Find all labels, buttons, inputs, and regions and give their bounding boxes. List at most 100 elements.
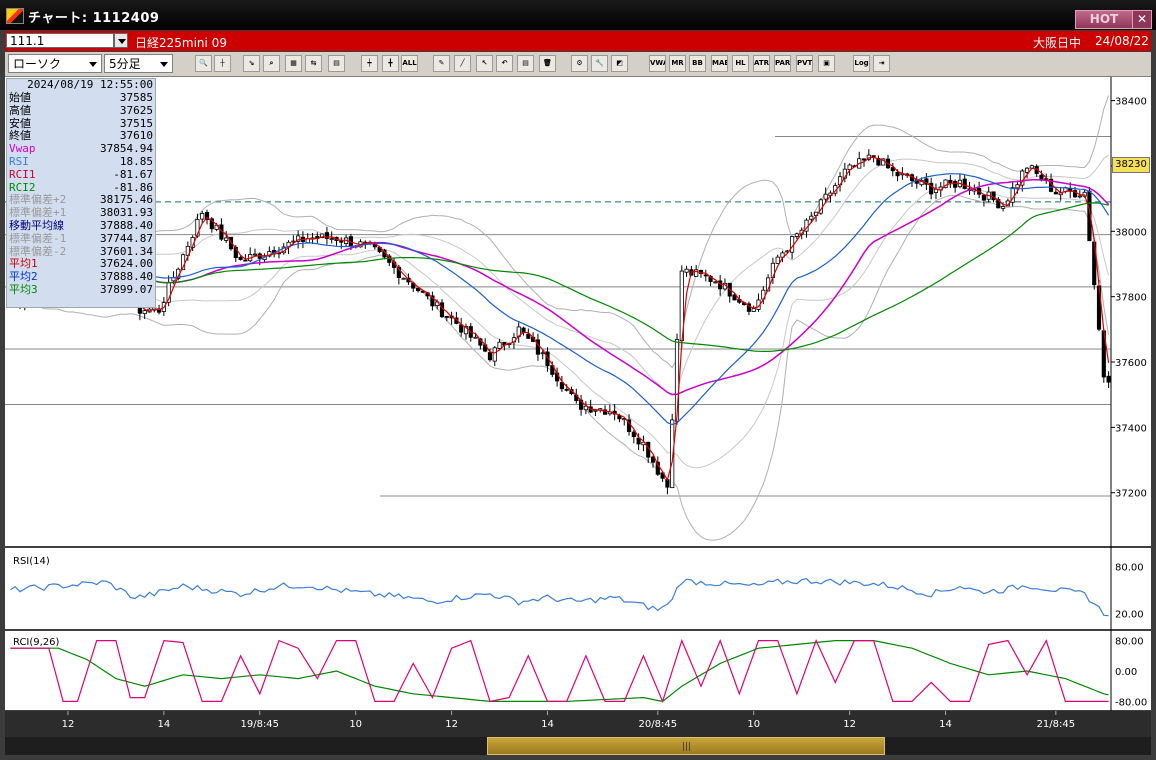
data-window-label: 移動平均線 [9,219,64,232]
pointer-icon[interactable]: ↖ [476,55,493,72]
data-window-datetime: 2024/08/19 12:55:00 [27,78,153,91]
window-title: チャート: 1112409 [28,11,160,26]
hl-icon[interactable]: HL [732,55,749,72]
chevron-down-icon [89,62,97,67]
price-tick-label: 37400 [1115,423,1147,434]
data-window-label: 標準偏差+2 [9,193,67,207]
rci-pane-title: RCI(9,26) [13,637,60,648]
candle-up-icon[interactable]: ┿ [361,55,378,72]
search-chart-icon[interactable]: ⌕ [263,55,280,72]
settings-icon[interactable]: ⚙ [571,55,588,72]
data-window-value: 37624.00 [100,257,153,271]
chart-type-value: ローソク [13,57,62,71]
candle-body [329,238,334,240]
price-tick-label: 37600 [1115,358,1147,369]
pen-icon[interactable]: ✎ [433,55,450,72]
candle-body [296,235,301,242]
time-tick-label: 12 [62,719,75,730]
data-window-label: 平均1 [9,257,38,271]
rsi-tick-label: 20.00 [1115,609,1144,620]
candle-down-icon[interactable]: ╋ [382,55,399,72]
candle-body [746,303,752,312]
log-icon[interactable]: Log [853,55,870,72]
data-window-label: 標準偏差-2 [9,244,67,258]
moving-average-3-line [10,202,1109,352]
data-window-value: 37585 [119,91,153,104]
session-date: 24/08/22 [1095,34,1149,48]
moving-average-2-line [10,173,1110,426]
export-icon[interactable]: ⇥ [873,55,890,72]
box-icon[interactable]: ▣ [818,55,835,72]
bollinger-band-line [10,95,1110,369]
disabled-icon[interactable]: ▤ [328,55,345,72]
candle-body [324,232,329,239]
rci-tick-label: 0.00 [1115,667,1137,678]
data-window-row: 標準偏差-2 37601.34 [9,244,153,258]
vwap-icon[interactable]: VWAP [649,55,666,72]
wrench-icon[interactable]: 🔧 [591,55,608,72]
candle-body [708,275,713,282]
bb-icon[interactable]: BB [689,55,706,72]
price-tick-label: 38400 [1115,97,1147,108]
candle-body [156,308,162,313]
para-icon[interactable]: PARA [774,55,791,72]
time-tick-label: 10 [747,719,760,730]
grid-icon[interactable]: ▦ [285,55,302,72]
data-window-row: 移動平均線 37888.40 [9,220,153,232]
candle-body [228,236,234,250]
candle-body [732,294,737,301]
rsi-tick-label: 80.00 [1115,563,1144,574]
candle-body [142,310,147,314]
chart-scrollbar[interactable]: ||| [5,737,1151,755]
data-window-label: RCI1 [9,167,36,181]
mae-icon[interactable]: MAE [711,55,728,72]
all-icon[interactable]: ALL [401,55,418,72]
symbol-code-dropdown[interactable] [114,33,128,48]
undo-icon[interactable]: ↶ [496,55,513,72]
candle-body [195,219,200,237]
data-window-row: 高値 37625 [9,104,153,117]
candle-body [439,302,445,318]
data-window-value: 18.85 [119,155,153,168]
pvt-icon[interactable]: PVT [796,55,813,72]
candle-body [224,237,229,241]
current-price-badge: 38230 [1112,157,1150,173]
candle-body [593,409,598,412]
trend-icon[interactable]: ⇘ [243,55,260,72]
interval-select[interactable]: 5分足 [104,54,173,73]
candle-body [602,409,608,415]
candle-body [559,382,564,390]
scrollbar-thumb[interactable]: ||| [487,737,885,755]
candle-body [415,287,421,292]
trash-icon[interactable]: 🗑 [539,55,556,72]
candle-body [487,352,493,361]
candle-body [1001,206,1006,209]
title-bar: チャート: 1112409 HOT ✕ [0,0,1156,30]
interval-value: 5分足 [109,57,141,71]
data-window-label: RCI2 [9,180,36,194]
atr-icon[interactable]: ATR [753,55,770,72]
candle-body [1024,167,1030,173]
zoom-icon[interactable]: 🔍 [195,55,212,72]
document-icon[interactable]: ▤ [517,55,534,72]
cursor-line-icon[interactable]: ┼ [214,55,231,72]
candle-body [631,431,636,438]
mr-icon[interactable]: MR [669,55,686,72]
candle-body [1106,375,1111,383]
chart-canvas[interactable]: 3840038200380003780037600374003720080.00… [5,77,1151,737]
hot-button[interactable]: HOT [1075,10,1133,29]
compare-icon[interactable]: ⇆ [305,55,322,72]
data-window-label: RSI [9,155,29,168]
data-window-row: RCI2 -81.86 [9,180,153,194]
candle-body [655,461,660,475]
close-icon[interactable]: ✕ [1132,10,1152,29]
data-window-row: 平均1 37624.00 [9,258,153,270]
data-window-row: 平均3 37899.07 [9,284,153,296]
symbol-code-input[interactable]: 111.1 [6,33,114,48]
chart-type-select[interactable]: ローソク [8,54,102,73]
chart-area[interactable]: 3840038200380003780037600374003720080.00… [5,77,1151,737]
bollinger-band-line [10,154,1109,397]
color-icon[interactable]: ◩ [611,55,628,72]
data-window-value: 37899.07 [100,283,153,296]
line-tool-icon[interactable]: ╱ [454,55,471,72]
